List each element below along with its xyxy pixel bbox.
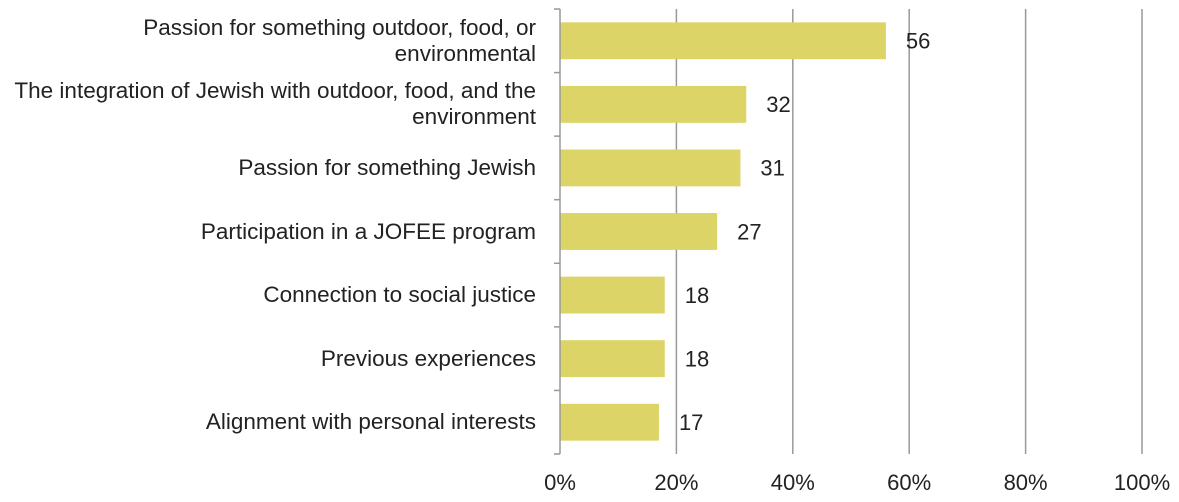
data-label: 56	[906, 29, 930, 54]
category-label: Previous experiences	[320, 345, 536, 371]
bar	[560, 276, 665, 314]
bar	[560, 22, 886, 60]
category-label: Participation in a JOFEE program	[200, 218, 536, 244]
bar	[560, 403, 659, 441]
data-label: 18	[685, 283, 709, 308]
x-tick-label: 100%	[1114, 470, 1170, 495]
data-label: 27	[737, 219, 761, 244]
category-label: Passion for something outdoor, food, or …	[143, 14, 536, 66]
data-label: 17	[679, 410, 703, 435]
x-tick-label: 80%	[1004, 470, 1048, 495]
category-label: Passion for something Jewish	[238, 154, 536, 180]
data-label: 32	[766, 92, 790, 117]
bar	[560, 85, 747, 123]
x-tick-label: 40%	[771, 470, 815, 495]
data-label: 18	[685, 346, 709, 371]
category-label: Alignment with personal interests	[205, 409, 536, 435]
bar	[560, 149, 741, 187]
x-tick-label: 20%	[654, 470, 698, 495]
data-label: 31	[760, 156, 784, 181]
x-tick-label: 0%	[544, 470, 576, 495]
x-tick-label: 60%	[887, 470, 931, 495]
category-label: The integration of Jewish with outdoor, …	[14, 78, 536, 130]
bar	[560, 340, 665, 378]
category-label: Connection to social justice	[263, 282, 536, 308]
bar	[560, 213, 718, 250]
